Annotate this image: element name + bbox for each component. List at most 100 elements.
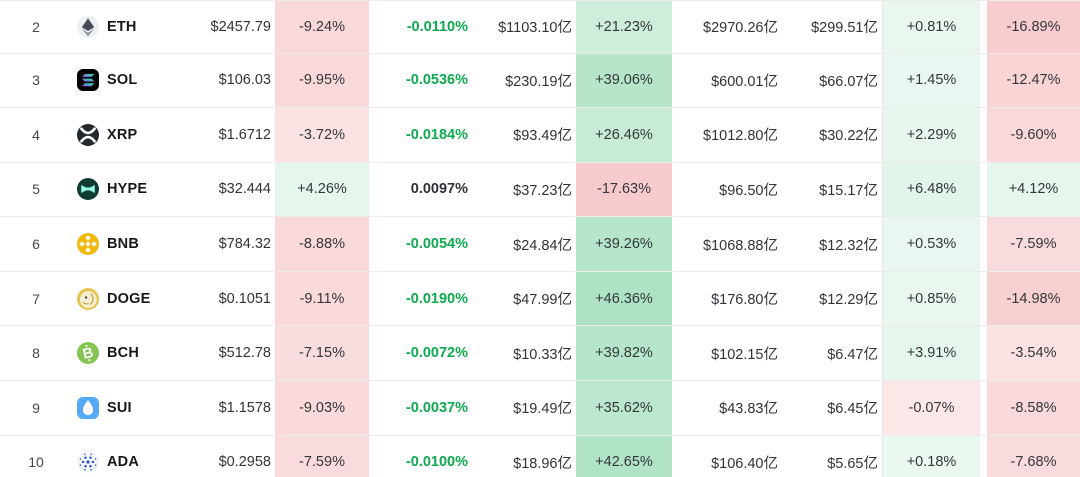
volume-cell: $15.17亿	[819, 182, 878, 199]
oi-change-cell: +21.23%	[576, 1, 672, 53]
change-b-cell: -14.98%	[987, 271, 1080, 326]
market-cap-cell: $102.15亿	[711, 346, 778, 363]
table-row[interactable]: 2 ETH $2457.79 -9.24% -0.0110% $1103.10亿 +21.2…	[0, 0, 1080, 53]
volume-cell: $30.22亿	[819, 128, 878, 145]
table-row[interactable]: 5 HYPE $32.444 +4.26% 0.0097% $37.23亿 -17.63% $…	[0, 161, 1080, 217]
open-interest-cell: $47.99亿	[513, 292, 572, 309]
column-gap	[980, 1, 987, 53]
price-cell: $0.1051	[218, 290, 271, 307]
change-a-cell: +0.81%	[882, 1, 980, 53]
open-interest-cell: $19.49亿	[513, 401, 572, 418]
column-gap	[980, 271, 987, 326]
coin-symbol: ADA	[107, 454, 140, 471]
column-gap	[980, 381, 987, 435]
funding-rate-cell: -0.0037%	[405, 399, 468, 416]
table-row[interactable]: 3 SOL $106.03 -9.95% -0.0536% $230.19亿 +39.06%…	[0, 52, 1080, 108]
change-a-cell: +6.48%	[882, 162, 980, 217]
coin-symbol: SUI	[107, 399, 132, 416]
volume-cell: $12.29亿	[819, 292, 878, 309]
coin-cell: ADA	[72, 436, 202, 477]
coin-symbol: BNB	[107, 236, 140, 253]
open-interest-cell: $24.84亿	[513, 237, 572, 254]
volume-cell: $6.47亿	[827, 346, 878, 363]
change-b-cell: +4.12%	[987, 162, 1080, 217]
change-24h-cell: -3.72%	[275, 108, 369, 162]
sui-icon	[77, 396, 99, 419]
change-a-cell: +3.91%	[882, 326, 980, 381]
coin-cell: XRP	[72, 108, 202, 162]
column-gap	[980, 53, 987, 108]
svg-text:B: B	[81, 345, 95, 363]
change-b-cell: -12.47%	[987, 53, 1080, 108]
funding-rate-cell: -0.0110%	[406, 18, 468, 35]
table-row[interactable]: 8 B BCH $512.78 -7.15% -0.0072% $10.33亿 +39.82%…	[0, 325, 1080, 381]
hyperliquid-icon	[77, 178, 99, 201]
funding-rate-cell: -0.0054%	[405, 236, 468, 253]
open-interest-cell: $93.49亿	[513, 128, 572, 145]
price-cell: $106.03	[218, 72, 271, 89]
market-cap-cell: $176.80亿	[711, 292, 778, 309]
funding-rate-cell: -0.0184%	[405, 126, 468, 143]
open-interest-cell: $1103.10亿	[498, 20, 572, 37]
table-row[interactable]: 4 XRP $1.6712 -3.72% -0.0184% $93.49亿 +26.46% $…	[0, 107, 1080, 162]
coin-symbol: BCH	[107, 345, 140, 362]
rank-cell: 3	[32, 72, 40, 89]
doge-icon	[77, 287, 99, 310]
column-gap	[980, 162, 987, 217]
coin-cell: B BCH	[72, 326, 202, 380]
change-24h-cell: -9.24%	[275, 1, 369, 53]
coin-cell: DOGE	[72, 272, 202, 326]
change-b-cell: -9.60%	[987, 108, 1080, 162]
change-24h-cell: -8.88%	[275, 217, 369, 271]
volume-cell: $6.45亿	[827, 401, 878, 418]
column-gap	[980, 108, 987, 162]
funding-rate-cell: -0.0190%	[405, 290, 468, 307]
market-cap-cell: $106.40亿	[711, 455, 778, 472]
volume-cell: $5.65亿	[827, 455, 878, 472]
oi-change-cell: +39.26%	[576, 217, 672, 271]
coin-symbol: XRP	[107, 126, 138, 143]
table-row[interactable]: 10 ADA $0.2958 -7.59% -0.0100% $18.96亿 +42.65%…	[0, 434, 1080, 477]
table-row[interactable]: 9 SUI $1.1578 -9.03% -0.0037% $19.49亿 +35.62% $…	[0, 380, 1080, 435]
oi-change-cell: +39.06%	[576, 53, 672, 108]
table-row[interactable]: 6 BNB $784.32 -8.88% -0.0054% $24.84亿 +39.26% $…	[0, 216, 1080, 271]
cardano-icon	[77, 451, 99, 474]
change-24h-cell: -9.95%	[275, 53, 369, 108]
change-b-cell: -3.54%	[987, 326, 1080, 381]
oi-change-cell: +42.65%	[576, 435, 672, 477]
column-gap	[980, 217, 987, 271]
open-interest-cell: $10.33亿	[513, 346, 572, 363]
rank-cell: 2	[32, 18, 40, 35]
change-a-cell: +1.45%	[882, 53, 980, 108]
xrp-icon	[77, 123, 99, 146]
market-cap-cell: $1012.80亿	[703, 128, 778, 145]
rank-cell: 10	[28, 454, 44, 471]
rank-cell: 7	[32, 290, 40, 307]
oi-change-cell: -17.63%	[576, 162, 672, 217]
funding-rate-cell: -0.0536%	[405, 72, 468, 89]
volume-cell: $299.51亿	[811, 20, 878, 37]
coin-cell: BNB	[72, 217, 202, 271]
funding-rate-cell: -0.0072%	[405, 345, 468, 362]
open-interest-cell: $18.96亿	[513, 455, 572, 472]
change-24h-cell: -7.15%	[275, 326, 369, 381]
coin-symbol: DOGE	[107, 290, 151, 307]
solana-icon	[77, 69, 99, 92]
coin-cell: HYPE	[72, 163, 202, 217]
bitcoin-cash-icon: B	[77, 342, 99, 365]
volume-cell: $12.32亿	[819, 237, 878, 254]
volume-cell: $66.07亿	[819, 73, 878, 90]
table-row[interactable]: 7 DOGE $0.1051 -9.11% -0.0190% $47.99亿 +46.36%…	[0, 270, 1080, 326]
open-interest-cell: $230.19亿	[505, 73, 572, 90]
column-gap	[980, 326, 987, 381]
change-24h-cell: -9.03%	[275, 381, 369, 435]
change-a-cell: +0.85%	[882, 271, 980, 326]
market-cap-cell: $2970.26亿	[703, 20, 778, 37]
coin-symbol: SOL	[107, 72, 138, 89]
change-b-cell: -7.68%	[987, 435, 1080, 477]
change-b-cell: -8.58%	[987, 381, 1080, 435]
coin-cell: SUI	[72, 381, 202, 435]
price-cell: $2457.79	[210, 18, 271, 35]
price-cell: $512.78	[218, 345, 271, 362]
change-24h-cell: -9.11%	[275, 271, 369, 326]
